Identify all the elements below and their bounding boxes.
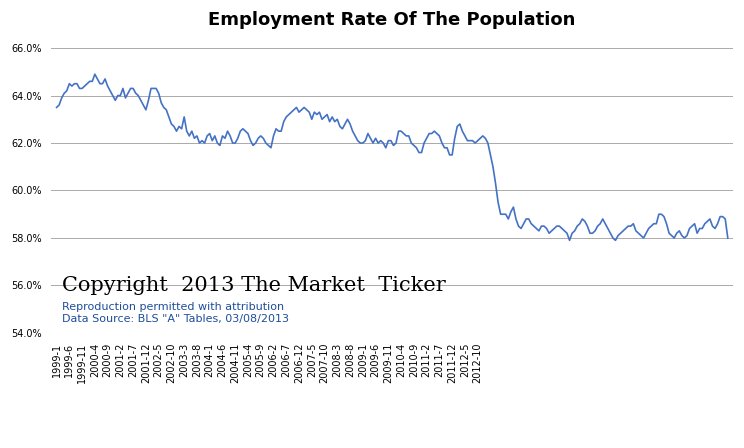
Title: Employment Rate Of The Population: Employment Rate Of The Population xyxy=(208,11,576,29)
Text: Copyright  2013 The Market  Ticker: Copyright 2013 The Market Ticker xyxy=(62,276,446,295)
Text: Reproduction permitted with attribution: Reproduction permitted with attribution xyxy=(62,302,283,312)
Text: Data Source: BLS "A" Tables, 03/08/2013: Data Source: BLS "A" Tables, 03/08/2013 xyxy=(62,314,289,324)
